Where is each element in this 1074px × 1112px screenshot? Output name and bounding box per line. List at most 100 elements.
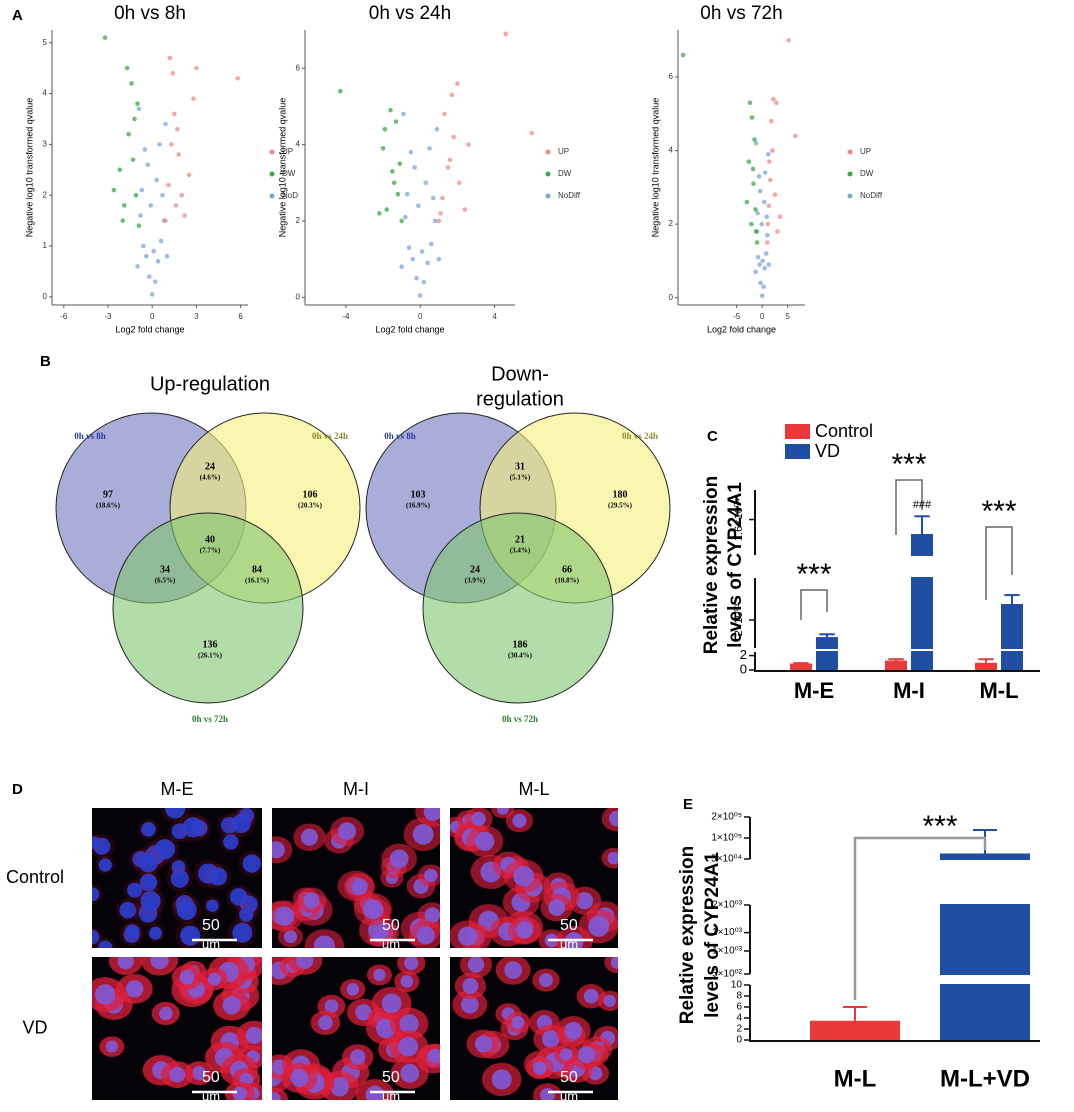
nucleus [232,1086,248,1100]
point [235,75,240,81]
x-tick-label: -4 [342,312,350,321]
micrograph: 50 um [92,957,262,1103]
y-tick-label: 1.6×10⁰⁴ [733,498,745,541]
point [421,279,427,285]
point [399,218,404,224]
nucleus [400,975,414,988]
nucleus [98,858,112,872]
bar [885,660,907,670]
venn-set-label: 0h vs 8h [384,431,416,441]
point [754,240,760,245]
nucleus [245,1026,262,1044]
venn-percent: (29.5%) [608,502,633,510]
point [766,159,772,164]
venn-percent: (3.4%) [510,547,531,555]
nucleus [515,921,533,939]
venn-percent: (4.6%) [200,474,221,482]
row-label: Control [6,867,64,887]
point [436,218,442,224]
legend-label: UP [860,147,871,156]
x-axis-label: Log2 fold change [115,324,184,334]
nucleus [180,925,201,946]
micrograph: 50 um [272,957,440,1103]
nucleus [94,984,116,1005]
point [380,146,386,151]
axis-break [754,556,1041,577]
point [427,146,432,151]
point [447,157,453,163]
x-axis-label: Log2 fold change [707,324,776,334]
venn-count: 97 [103,489,113,500]
nucleus [140,890,161,912]
nucleus [512,813,527,828]
column-label: M-I [343,779,369,799]
y-tick-label: 0 [296,292,301,301]
point [390,169,395,174]
nucleus [540,1088,555,1100]
point [410,256,416,262]
x-axis-label: Log2 fold change [375,324,444,334]
point [750,166,756,172]
nucleus [475,831,495,851]
scale-value: 50 [560,1069,578,1086]
nucleus [532,1061,547,1075]
point [149,292,155,297]
scale-value: 50 [560,917,578,934]
point [763,251,769,256]
nucleus [513,865,534,887]
y-tick-label: 2 [296,216,301,225]
venn-percent: (16.9%) [406,502,431,510]
y-tick-label: 1×10⁰⁵ [711,833,742,844]
point [139,187,145,193]
scale-unit: um [202,1088,220,1103]
x-tick-label: 0 [150,312,155,321]
legend-swatch [847,149,853,155]
y-tick-label: 1×10⁰³ [712,946,743,957]
point [126,131,131,137]
bar [816,637,838,670]
nucleus [564,1021,583,1040]
point [451,134,456,140]
legend-label: NoD [282,191,298,200]
point [761,199,767,205]
nucleus [338,822,357,841]
venn-percent: (6.5%) [155,577,176,585]
point [774,100,779,106]
nucleus [577,1046,596,1064]
point [764,214,770,220]
point [753,207,758,212]
annotation: *** [922,810,957,843]
point [393,119,399,124]
nucleus [165,808,186,819]
nucleus [139,873,158,892]
nucleus [92,929,100,945]
nucleus [504,961,522,979]
x-tick-label: M-L+VD [940,1065,1030,1092]
point [117,167,123,173]
row-label: VD [22,1017,47,1037]
micrograph: 50 um [450,957,618,1103]
nucleus [141,822,156,837]
point [174,126,180,132]
venn-percent: (16.1%) [245,577,270,585]
nucleus [416,926,435,945]
y-tick-label: 4 [736,1013,742,1024]
nucleus [318,1015,333,1031]
point [761,284,766,289]
point [423,180,429,186]
venn-set-label: 0h vs 72h [502,714,538,724]
point [179,192,184,198]
point [529,130,535,136]
nucleus [471,811,486,827]
nucleus [296,957,314,969]
cells [272,808,440,948]
x-tick-label: M-L [834,1065,877,1092]
annotation: *** [981,495,1016,528]
y-tick-label: 10 [731,980,743,991]
nucleus [548,899,566,917]
scale-value: 50 [202,1069,220,1086]
point [746,159,752,164]
x-tick-label: -6 [60,312,68,321]
nucleus [324,999,339,1014]
point [751,181,756,186]
